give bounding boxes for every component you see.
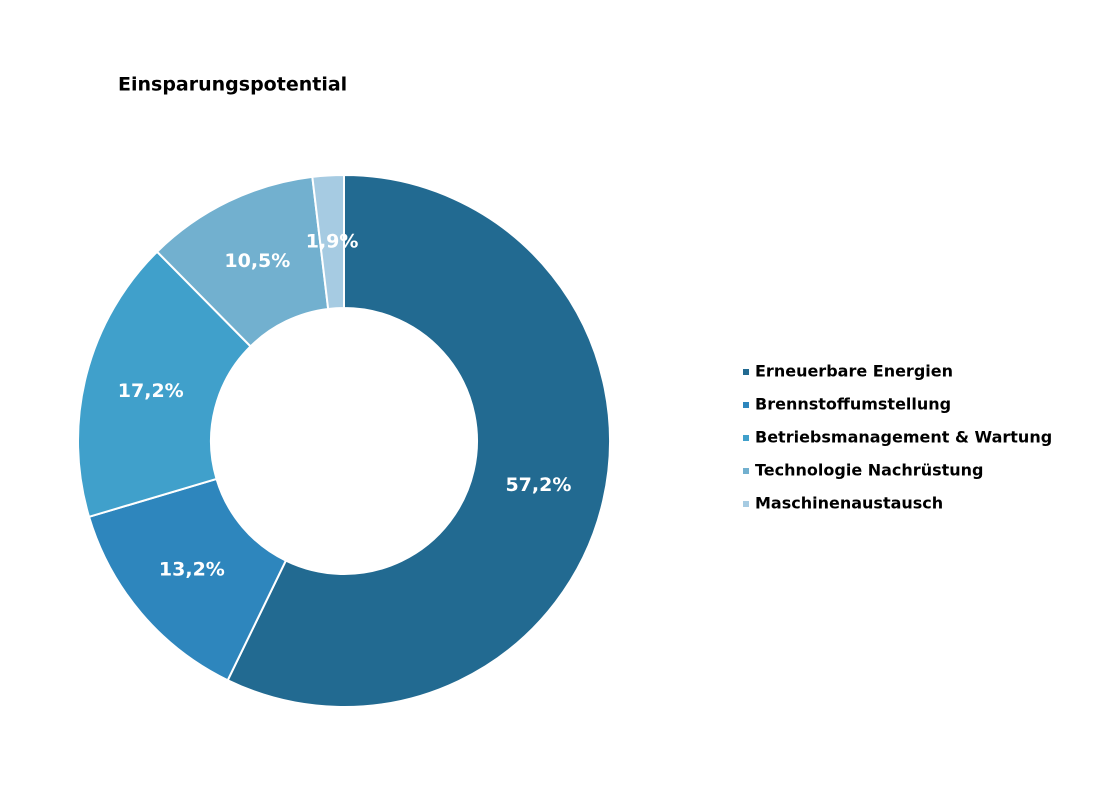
legend-label: Betriebsmanagement & Wartung [755, 428, 1052, 447]
donut-slice [87, 477, 288, 682]
legend-marker [743, 435, 749, 441]
data-label: 13,2% [159, 559, 225, 581]
legend-label: Erneuerbare Energien [755, 362, 953, 381]
data-label: 57,2% [505, 474, 571, 496]
data-label: 17,2% [118, 380, 184, 402]
legend-label: Brennstoffumstellung [755, 395, 951, 414]
data-label: 1,9% [306, 230, 359, 252]
legend-marker [743, 369, 749, 375]
data-label: 10,5% [224, 250, 290, 272]
legend-label: Technologie Nachrüstung [755, 461, 983, 480]
donut-slice [311, 173, 345, 311]
legend-label: Maschinenaustausch [755, 494, 943, 513]
legend-marker [743, 468, 749, 474]
donut-slice [77, 250, 252, 519]
donut-slice [226, 173, 611, 708]
chart-title: Einsparungspotential [118, 74, 347, 96]
legend-marker [743, 402, 749, 408]
legend-marker [743, 501, 749, 507]
